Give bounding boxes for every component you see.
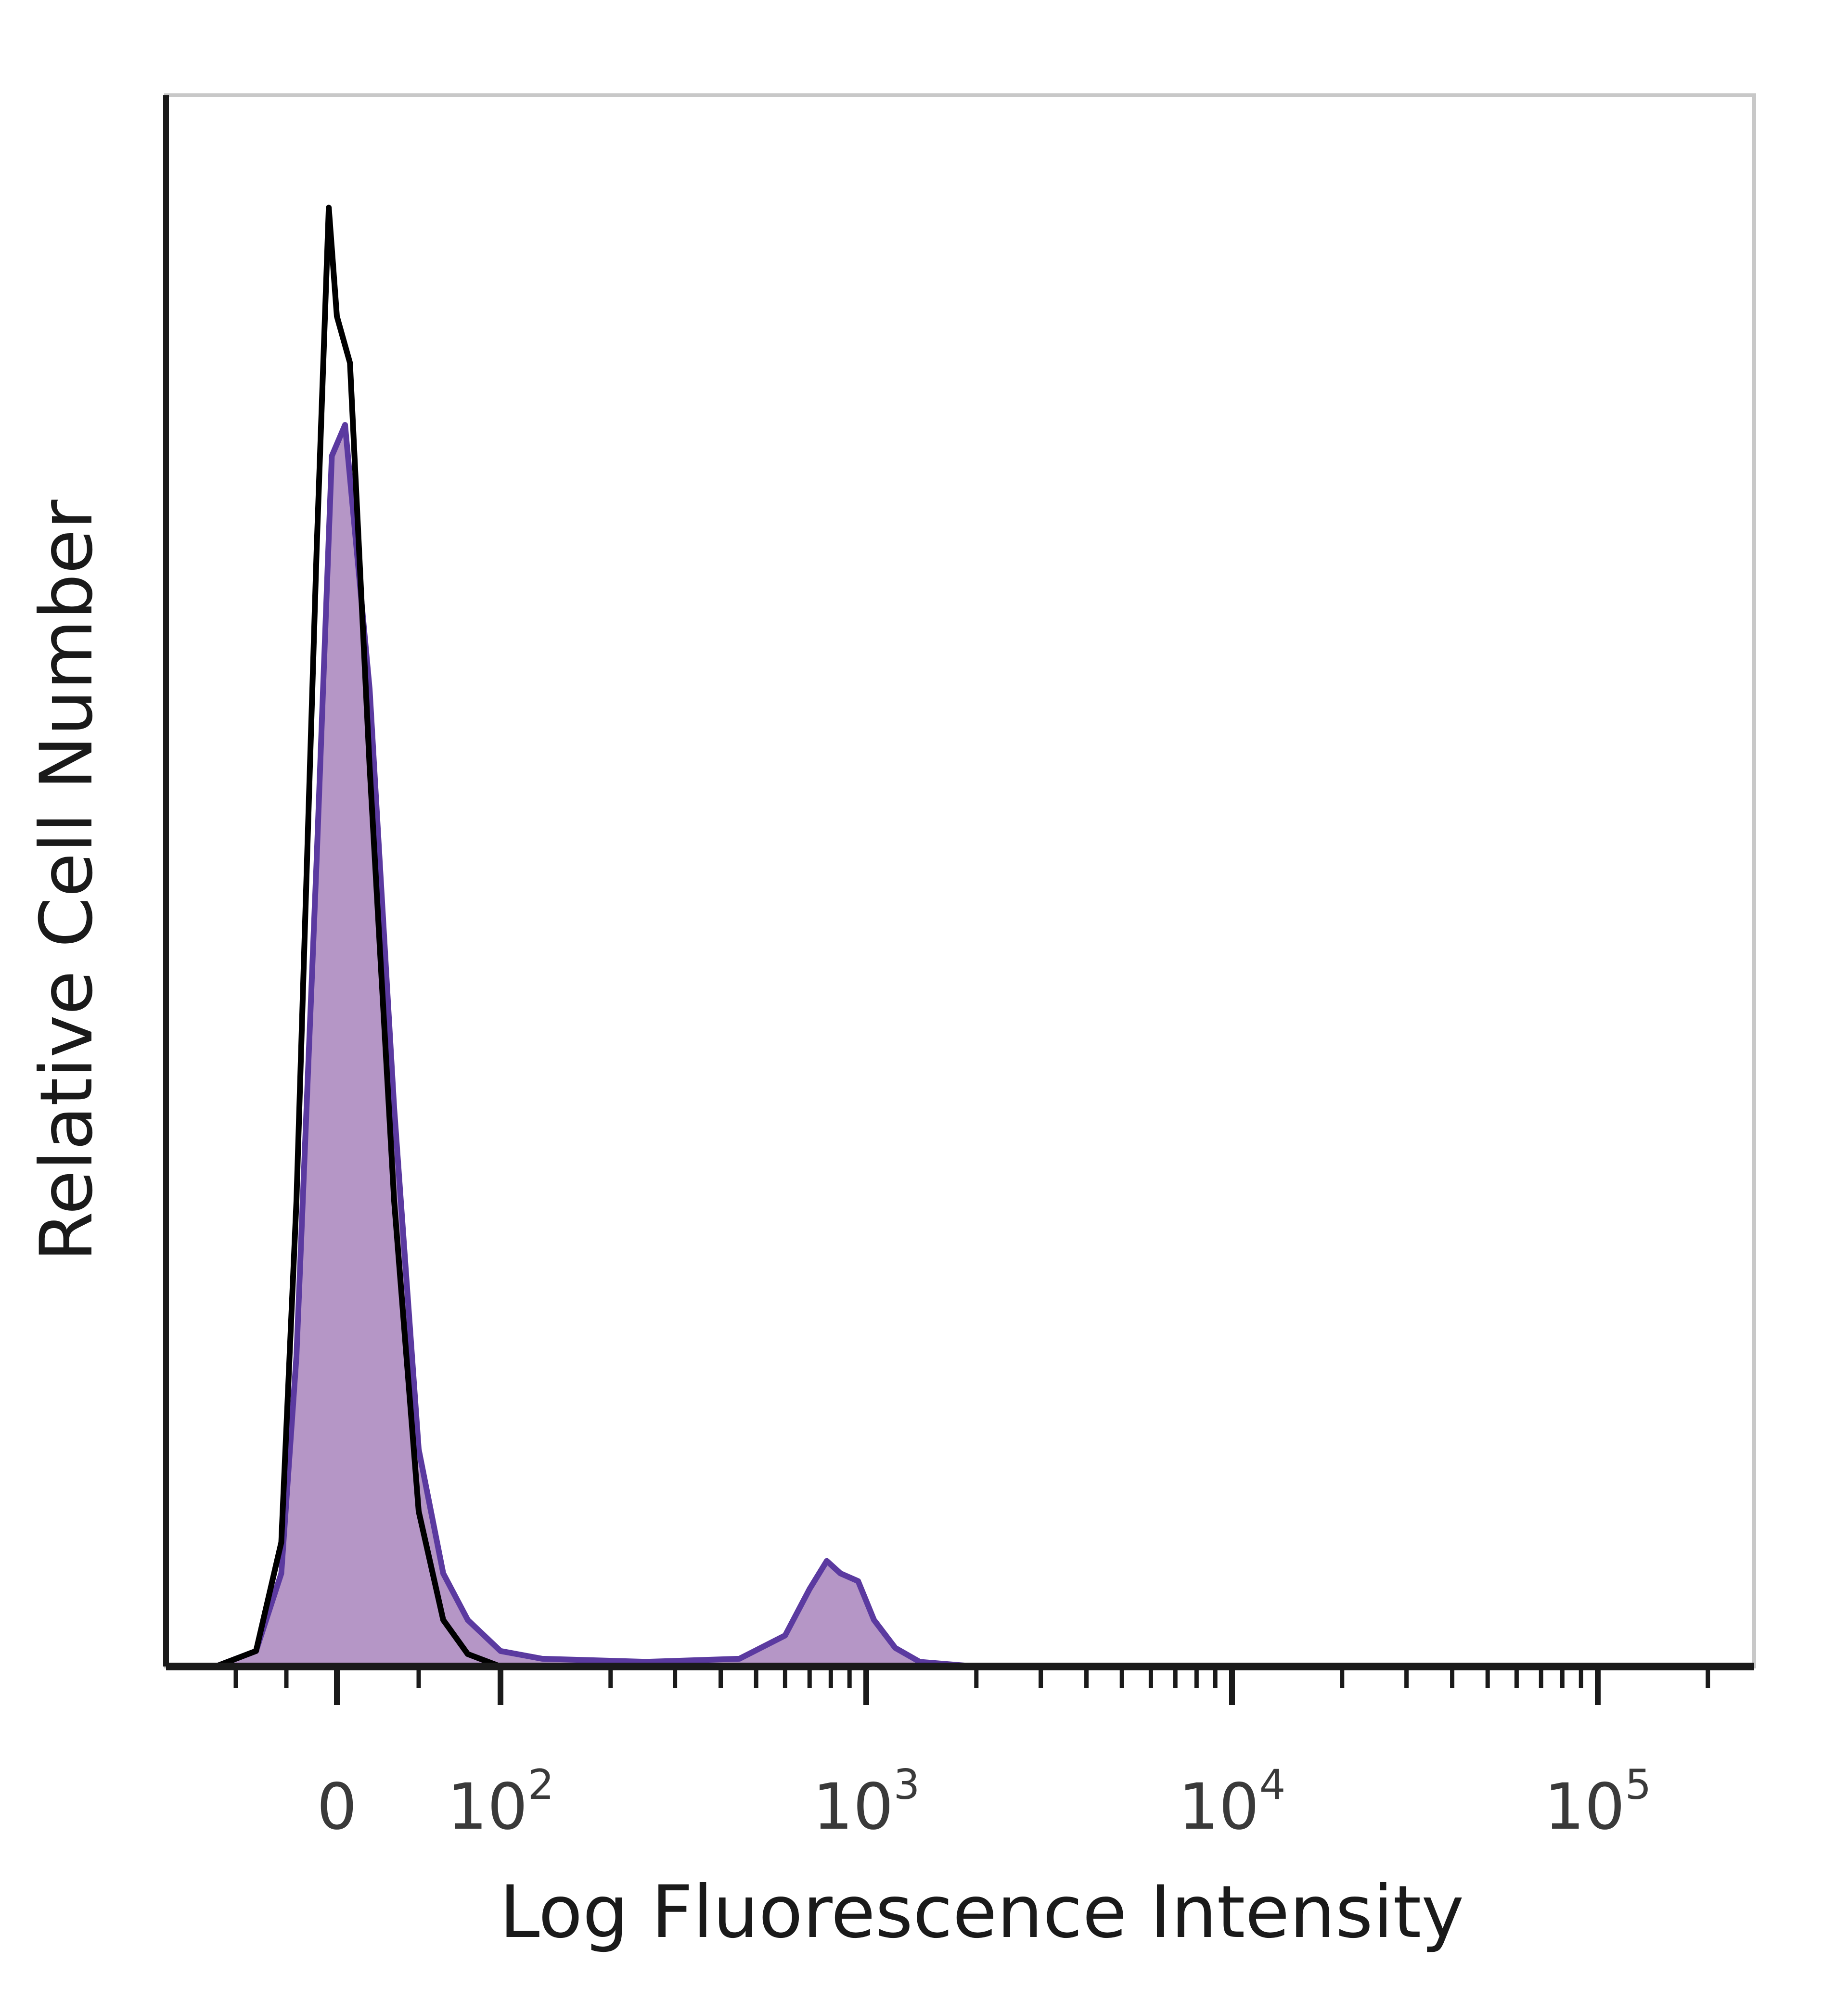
x-ticks xyxy=(233,1667,1710,1705)
x-tick-label: 103 xyxy=(813,1761,920,1844)
series-0-fill xyxy=(216,425,1708,1667)
y-axis-title: Relative Cell Number xyxy=(25,500,109,1262)
x-axis-title: Log Fluorescence Intensity xyxy=(500,1871,1464,1954)
series-layer xyxy=(213,205,1711,1669)
x-tick-label: 0 xyxy=(317,1770,357,1844)
x-tick-label: 102 xyxy=(447,1761,554,1844)
x-tick-labels: 0 102 103 104 105 xyxy=(317,1761,1651,1844)
series-0-line xyxy=(213,422,1711,1669)
series-1-line xyxy=(213,205,1711,1669)
x-tick-label: 104 xyxy=(1179,1761,1286,1844)
x-tick-label: 105 xyxy=(1544,1761,1652,1844)
